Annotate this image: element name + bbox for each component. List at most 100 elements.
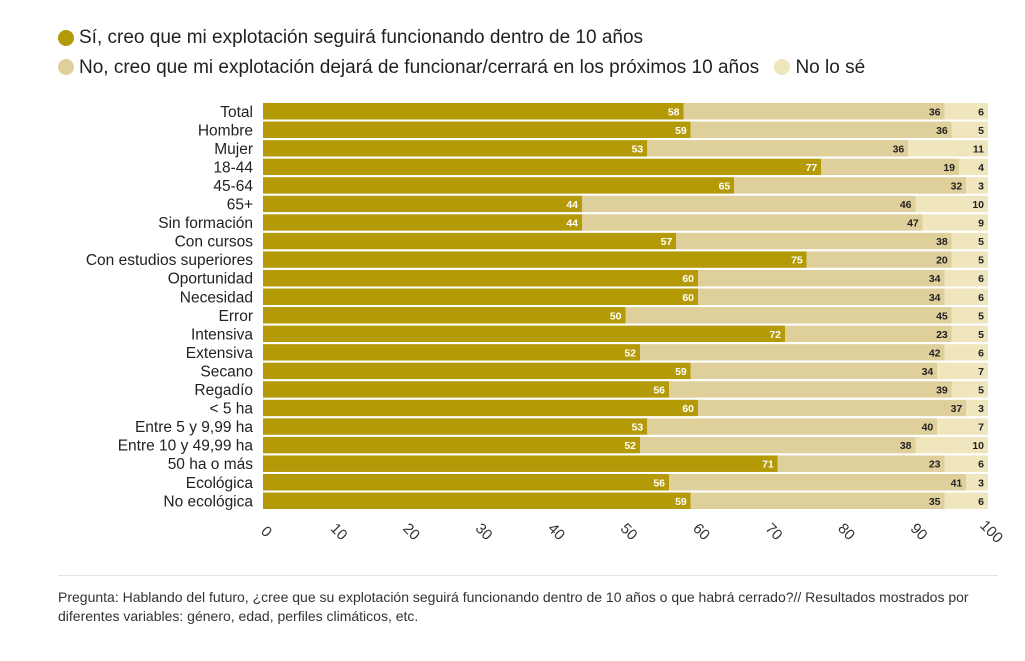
value-label-yes-entre-10-y-49-99-ha: 52 bbox=[624, 440, 636, 452]
x-tick-label-10: 10 bbox=[327, 520, 351, 544]
bar-yes-45-64 bbox=[263, 177, 735, 194]
legend-label-yes: Sí, creo que mi explotación seguirá func… bbox=[79, 27, 644, 48]
value-label-dontknow-regadio: 5 bbox=[978, 385, 984, 397]
value-label-yes-entre-5-y-9-99-ha: 53 bbox=[632, 422, 644, 434]
bar-yes-con-cursos bbox=[263, 232, 677, 250]
bar-dontknow-total bbox=[944, 103, 988, 120]
value-label-no-45-64: 32 bbox=[951, 180, 963, 192]
value-label-dontknow-sin-formacion: 9 bbox=[978, 218, 984, 230]
value-label-no-oportunidad: 34 bbox=[929, 273, 941, 285]
value-label-no-sin-formacion: 47 bbox=[907, 218, 919, 230]
bar-no-sin-formacion bbox=[582, 214, 923, 231]
value-label-yes-regadio: 56 bbox=[653, 385, 665, 397]
bar-yes-intensiva bbox=[263, 325, 785, 343]
bar-dontknow-sin-formacion bbox=[922, 214, 988, 231]
bar-yes-secano bbox=[263, 362, 691, 380]
bar-no-error bbox=[625, 307, 952, 324]
value-label-dontknow-50-ha-o-mas: 6 bbox=[978, 459, 984, 471]
bar-yes-no-ecologica bbox=[263, 492, 691, 510]
bar-yes-ecologica bbox=[263, 474, 669, 491]
legend-item-no: No, creo que mi explotación dejará de fu… bbox=[58, 54, 759, 81]
bar-yes-65 bbox=[263, 195, 582, 213]
category-label-no-ecologica: No ecológica bbox=[163, 493, 253, 510]
value-label-dontknow-no-ecologica: 6 bbox=[978, 496, 984, 508]
legend-label-no: No, creo que mi explotación dejará de fu… bbox=[79, 56, 760, 78]
value-label-yes-no-ecologica: 59 bbox=[675, 496, 687, 508]
bar-no-intensiva bbox=[785, 325, 952, 343]
bar-no-hombre bbox=[690, 121, 952, 139]
bar-yes-18-44 bbox=[263, 158, 822, 176]
x-tick-label-100: 100 bbox=[976, 517, 1006, 547]
x-tick-label-60: 60 bbox=[689, 520, 713, 544]
value-label-dontknow-ecologica: 3 bbox=[978, 477, 984, 489]
value-label-dontknow-extensiva: 6 bbox=[978, 347, 984, 359]
bar-dontknow-con-estudios-superiores bbox=[951, 251, 988, 268]
value-label-yes-45-64: 65 bbox=[719, 180, 731, 192]
bar-no-mujer bbox=[647, 140, 909, 157]
category-label-hombre: Hombre bbox=[198, 122, 253, 139]
value-label-yes-hombre: 59 bbox=[675, 125, 687, 137]
value-label-dontknow-con-estudios-superiores: 5 bbox=[978, 255, 984, 267]
value-label-dontknow-45-64: 3 bbox=[978, 180, 984, 192]
value-label-yes-mujer: 53 bbox=[632, 143, 644, 155]
category-label-necesidad: Necesidad bbox=[180, 289, 253, 306]
bar-dontknow-ecologica bbox=[966, 474, 988, 491]
value-label-yes-secano: 59 bbox=[675, 366, 687, 378]
value-label-no-no-ecologica: 35 bbox=[929, 496, 941, 508]
value-label-yes-extensiva: 52 bbox=[624, 347, 636, 359]
bar-dontknow-50-ha-o-mas bbox=[944, 455, 988, 472]
value-label-yes-error: 50 bbox=[610, 310, 622, 322]
value-label-no-18-44: 19 bbox=[943, 162, 955, 174]
value-label-no-necesidad: 34 bbox=[929, 292, 941, 304]
value-label-no-secano: 34 bbox=[922, 366, 934, 378]
bar-no-no-ecologica bbox=[690, 492, 945, 510]
bar-yes-oportunidad bbox=[263, 269, 698, 287]
bar-dontknow-oportunidad bbox=[944, 269, 988, 287]
bar-dontknow-extensiva bbox=[944, 344, 988, 361]
value-label-yes-65: 44 bbox=[566, 199, 578, 211]
x-tick-label-90: 90 bbox=[907, 520, 931, 544]
value-label-dontknow-necesidad: 6 bbox=[978, 292, 984, 304]
value-label-yes-5-ha: 60 bbox=[682, 403, 694, 415]
value-label-yes-sin-formacion: 44 bbox=[566, 218, 578, 230]
value-label-dontknow-18-44: 4 bbox=[978, 162, 984, 174]
bar-yes-error bbox=[263, 307, 626, 324]
value-label-yes-intensiva: 72 bbox=[769, 329, 781, 341]
value-label-yes-50-ha-o-mas: 71 bbox=[762, 459, 774, 471]
value-label-dontknow-oportunidad: 6 bbox=[978, 273, 984, 285]
x-tick-label-40: 40 bbox=[544, 520, 568, 544]
x-tick-label-50: 50 bbox=[617, 520, 641, 544]
legend-item-yes: Sí, creo que mi explotación seguirá func… bbox=[58, 24, 643, 51]
category-label-ecologica: Ecológica bbox=[186, 475, 254, 492]
footer-note: Pregunta: Hablando del futuro, ¿cree que… bbox=[58, 589, 969, 624]
value-label-yes-con-cursos: 57 bbox=[661, 236, 673, 248]
bar-dontknow-con-cursos bbox=[951, 232, 988, 250]
bar-yes-total bbox=[263, 103, 684, 120]
bar-yes-con-estudios-superiores bbox=[263, 251, 807, 268]
value-label-dontknow-error: 5 bbox=[978, 310, 984, 322]
category-label-entre-10-y-49-99-ha: Entre 10 y 49,99 ha bbox=[118, 438, 254, 455]
bar-dontknow-mujer bbox=[908, 140, 988, 157]
value-label-no-entre-5-y-9-99-ha: 40 bbox=[922, 422, 934, 434]
legend-label-dontknow: No lo sé bbox=[795, 56, 866, 78]
category-label-5-ha: < 5 ha bbox=[209, 401, 253, 418]
bar-dontknow-45-64 bbox=[966, 177, 988, 194]
bar-yes-necesidad bbox=[263, 288, 698, 305]
value-label-no-mujer: 36 bbox=[893, 143, 905, 155]
x-axis-ticks: 0 10 20 30 40 50 60 70 80 90 100 bbox=[257, 517, 1006, 547]
legend: Sí, creo que mi explotación seguirá func… bbox=[58, 24, 1008, 83]
value-label-dontknow-con-cursos: 5 bbox=[978, 236, 984, 248]
x-tick-label-30: 30 bbox=[472, 520, 496, 544]
value-label-no-entre-10-y-49-99-ha: 38 bbox=[900, 440, 912, 452]
bar-no-extensiva bbox=[640, 344, 945, 361]
value-label-yes-oportunidad: 60 bbox=[682, 273, 694, 285]
bar-dontknow-intensiva bbox=[951, 325, 988, 343]
bar-dontknow-error bbox=[951, 307, 988, 324]
bar-dontknow-hombre bbox=[951, 121, 988, 139]
bar-no-con-cursos bbox=[676, 232, 952, 250]
bar-no-secano bbox=[690, 362, 938, 380]
category-label-intensiva: Intensiva bbox=[191, 326, 253, 343]
category-label-total: Total bbox=[220, 104, 253, 121]
value-label-no-regadio: 39 bbox=[936, 385, 948, 397]
